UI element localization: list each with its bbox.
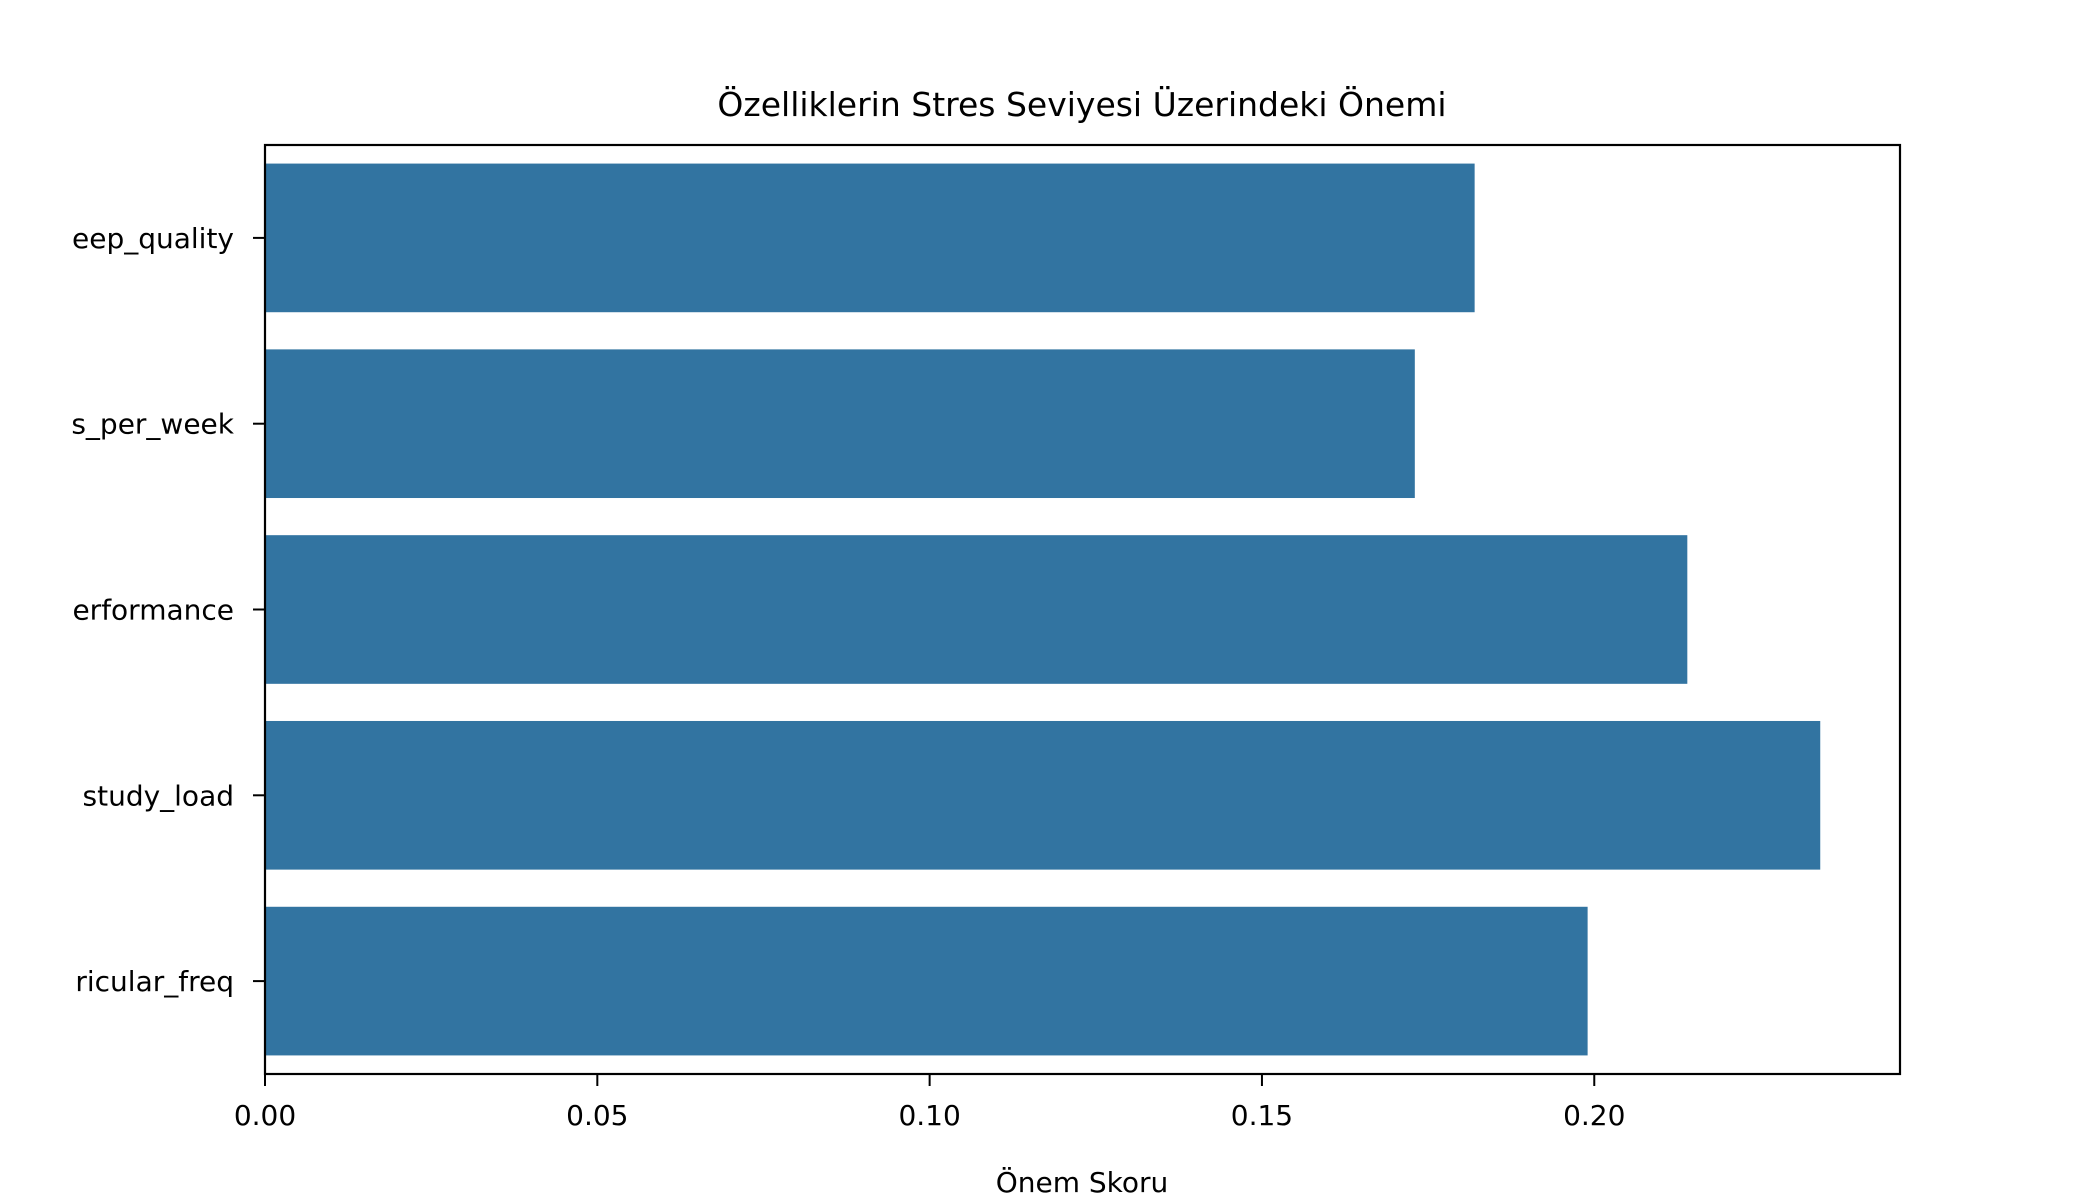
x-tick-label-1: 0.05 — [566, 1099, 628, 1132]
bar-3 — [265, 720, 1821, 870]
x-axis: 0.00 0.05 0.10 0.15 0.20 — [234, 1074, 1625, 1132]
y-tick-label-4: ricular_freq — [75, 965, 234, 998]
y-tick-label-3: study_load — [83, 779, 235, 812]
x-axis-label: Önem Skoru — [996, 1165, 1169, 1199]
x-tick-label-2: 0.10 — [898, 1099, 960, 1132]
plot-frame — [263, 143, 1902, 1076]
y-axis: eep_quality s_per_week erformance study_loa… — [71, 222, 265, 998]
x-tick-label-4: 0.20 — [1563, 1099, 1625, 1132]
bar-2 — [265, 535, 1688, 684]
y-tick-label-1: s_per_week — [71, 408, 234, 441]
bar-0 — [265, 163, 1475, 313]
bars-group — [265, 163, 1821, 1056]
bar-4 — [265, 906, 1588, 1056]
x-tick-label-3: 0.15 — [1231, 1099, 1293, 1132]
bar-1 — [265, 349, 1415, 499]
y-tick-label-2: erformance — [72, 594, 234, 627]
chart-title: Özelliklerin Stres Seviyesi Üzerindeki Ö… — [717, 84, 1446, 124]
y-tick-label-0: eep_quality — [72, 222, 234, 255]
x-tick-label-0: 0.00 — [234, 1099, 296, 1132]
